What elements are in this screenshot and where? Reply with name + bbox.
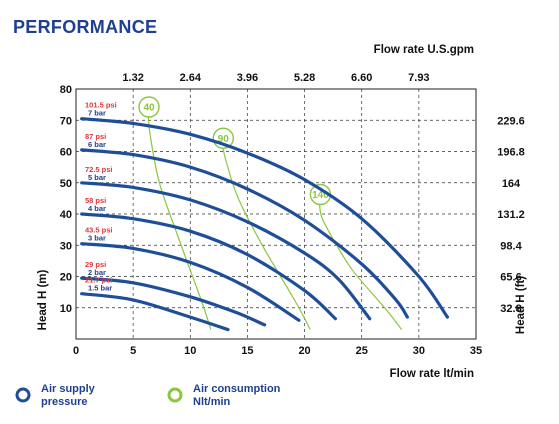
right-tick-label: 196.8 [497, 147, 525, 159]
pressure-bar-label: 1.5 bar [88, 284, 112, 293]
legend-air-consumption-marker [167, 387, 183, 403]
y-tick-label: 20 [60, 272, 72, 284]
grid [76, 89, 476, 339]
air-consumption-line [221, 145, 311, 330]
legend-air-consumption-line2: Nlt/min [193, 396, 231, 408]
y-tick-label: 80 [60, 84, 72, 96]
pressure-curve [80, 148, 409, 319]
y-axis-right-title: Head H (ft) [515, 276, 527, 334]
pressure-curve [80, 292, 230, 332]
right-tick-label: 229.6 [497, 115, 525, 127]
legend-air-supply-line1: Air supply [41, 383, 96, 395]
pressure-bar-label: 5 bar [88, 173, 106, 182]
plot-border [75, 88, 477, 340]
top-tick-label: 1.32 [122, 72, 143, 84]
air-consumption-label: 90 [218, 134, 230, 145]
chart-title: PERFORMANCE [13, 17, 157, 37]
right-tick-label: 164 [502, 178, 521, 190]
air-consumption-label: 140 [312, 190, 329, 201]
pressure-curve [80, 242, 301, 322]
pressure-bar-label: 4 bar [88, 204, 106, 213]
x-tick-label: 35 [470, 345, 482, 357]
pressure-psi-label: 87 psi [85, 132, 106, 141]
right-tick-label: 32.8 [500, 303, 521, 315]
y-tick-label: 30 [60, 240, 72, 252]
x-tick-label: 30 [413, 345, 425, 357]
top-tick-label: 3.96 [237, 72, 258, 84]
pressure-curve [80, 117, 449, 319]
pressure-curve [80, 276, 267, 327]
right-tick-label: 131.2 [497, 209, 525, 221]
pressure-psi-label: 43.5 psi [85, 226, 113, 235]
top-tick-label: 6.60 [351, 72, 372, 84]
pressure-bar-label: 6 bar [88, 140, 106, 149]
x-tick-label: 0 [73, 345, 79, 357]
x-tick-label: 25 [356, 345, 368, 357]
x-tick-label: 5 [130, 345, 136, 357]
top-axis-title: Flow rate U.S.gpm [374, 44, 474, 56]
right-tick-label: 98.4 [500, 240, 522, 252]
right-tick-label: 65.6 [500, 272, 521, 284]
pressure-psi-label: 58 psi [85, 196, 106, 205]
legend-air-supply-line2: pressure [41, 396, 87, 408]
top-tick-label: 7.93 [408, 72, 429, 84]
pressure-curve [80, 181, 372, 321]
y-tick-label: 70 [60, 115, 72, 127]
x-axis-title: Flow rate lt/min [390, 368, 474, 380]
pressure-bar-label: 7 bar [88, 109, 106, 118]
tick-labels: 0 5 10 15 20 25 30 35 10 20 30 40 50 60 70 80 1.32 2.64 3.… [60, 72, 525, 357]
legend-air-consumption-line1: Air consumption [193, 383, 281, 395]
y-tick-label: 40 [60, 209, 72, 221]
x-tick-label: 20 [298, 345, 310, 357]
y-tick-label: 10 [60, 303, 72, 315]
plot-frame [75, 88, 477, 340]
x-tick-label: 15 [241, 345, 253, 357]
air-consumption-label: 40 [143, 103, 155, 114]
top-tick-label: 5.28 [294, 72, 315, 84]
y-tick-label: 50 [60, 178, 72, 190]
y-tick-label: 60 [60, 147, 72, 159]
pressure-psi-label: 21.7 psi [85, 276, 113, 285]
pressure-psi-label: 101.5 psi [85, 101, 117, 110]
legend: Air supply pressure Air consumption Nlt/… [15, 383, 281, 408]
pressure-psi-label: 72.5 psi [85, 165, 113, 174]
pressure-psi-label: 29 psi [85, 260, 106, 269]
pressure-curve [80, 212, 337, 321]
pressure-bar-label: 3 bar [88, 234, 106, 243]
air-consumption-line [147, 113, 212, 330]
legend-air-supply-marker [15, 387, 31, 403]
pressure-bar-label: 2 bar [88, 268, 106, 277]
pressure-curves [80, 117, 449, 332]
air-consumption-badge [138, 96, 160, 118]
x-tick-label: 10 [184, 345, 196, 357]
top-tick-label: 2.64 [180, 72, 202, 84]
y-axis-title: Head H (m) [37, 269, 49, 330]
air-consumption-line [318, 201, 403, 330]
